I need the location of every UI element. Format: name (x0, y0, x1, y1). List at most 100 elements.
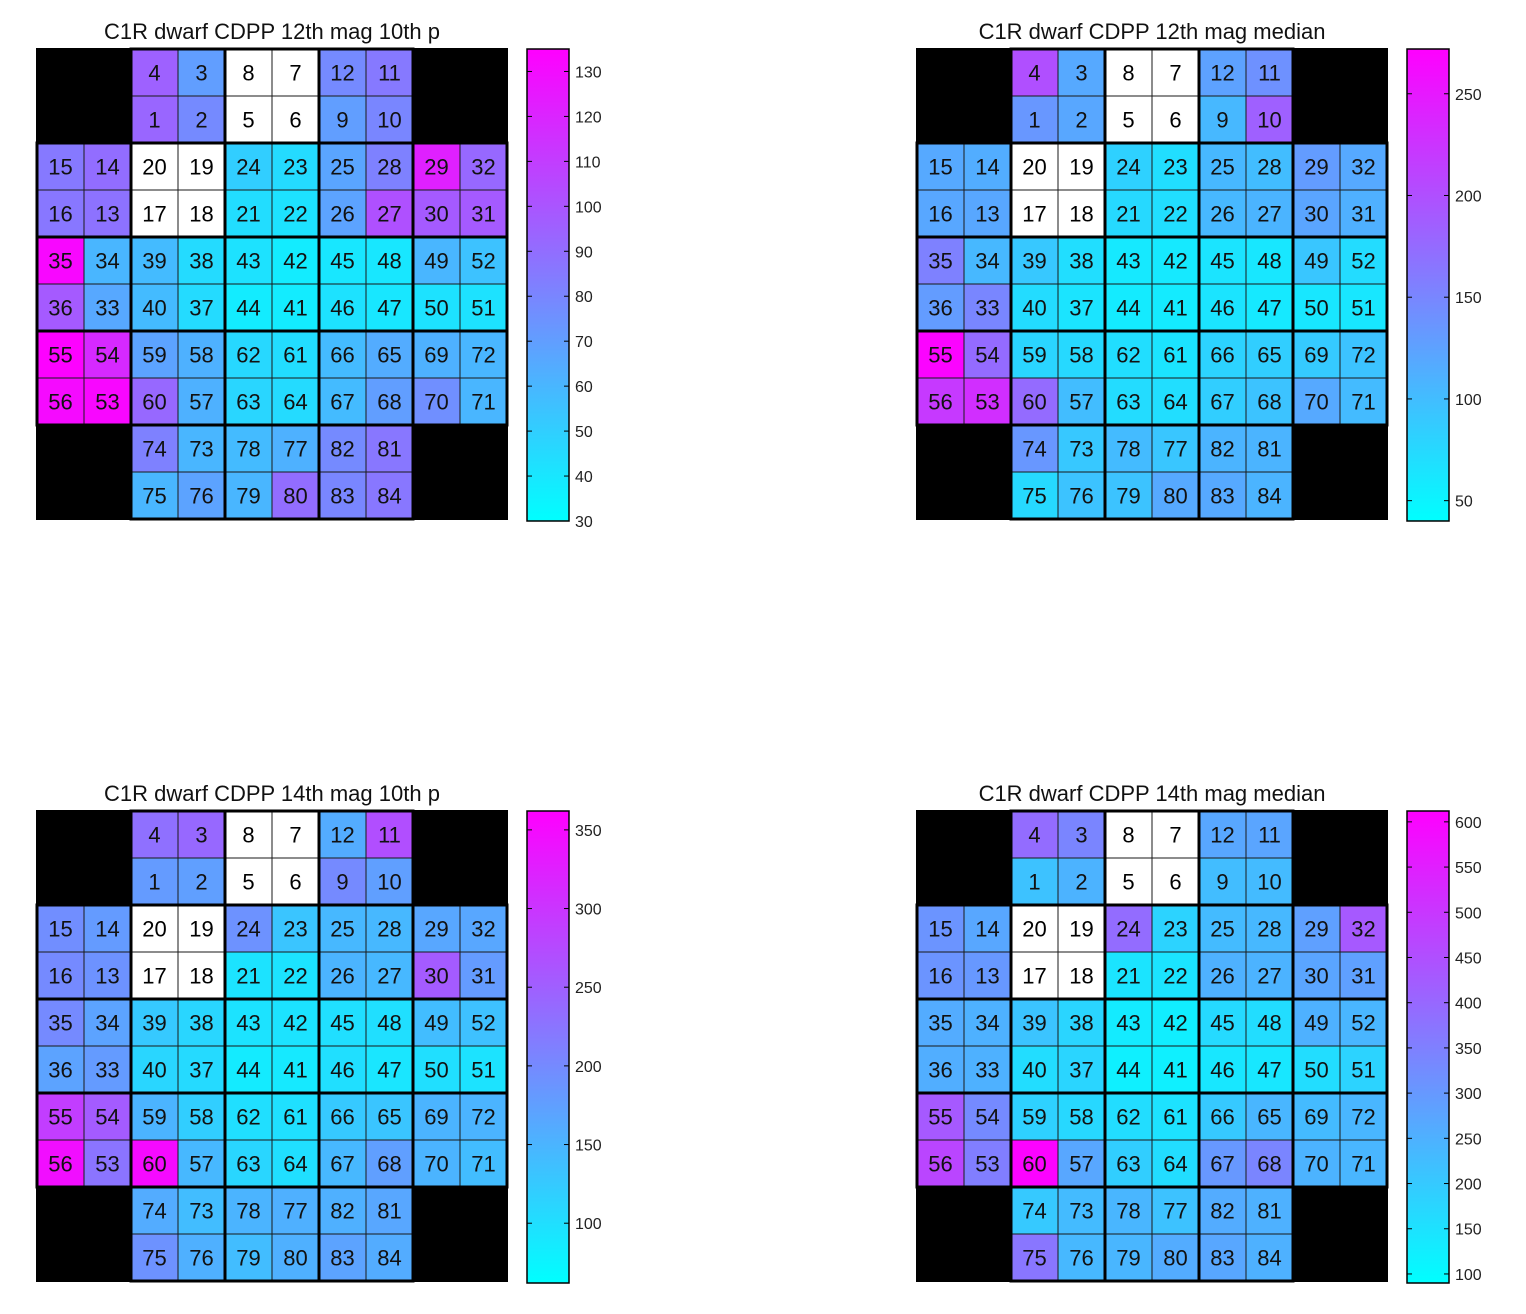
cell-18 (177, 951, 226, 1000)
cell-76 (177, 471, 226, 520)
cell-17 (130, 189, 179, 238)
cell-81 (365, 1186, 414, 1235)
cell-label-8: 8 (242, 823, 254, 848)
cell-label-55: 55 (48, 1105, 72, 1130)
colorbar-tick-label: 300 (1455, 1086, 1482, 1103)
cell-label-9: 9 (1216, 870, 1228, 895)
cell-label-32: 32 (1351, 917, 1375, 942)
cell-label-41: 41 (1163, 1058, 1187, 1083)
cell-label-42: 42 (1163, 1011, 1187, 1036)
cell-label-45: 45 (330, 1011, 354, 1036)
cell-label-14: 14 (975, 155, 999, 180)
cell-47 (365, 283, 414, 332)
cell-label-37: 37 (189, 1058, 213, 1083)
cell-label-80: 80 (1163, 484, 1187, 509)
cell-label-76: 76 (189, 1246, 213, 1271)
cell-label-38: 38 (1069, 249, 1093, 274)
cell-label-66: 66 (330, 1105, 354, 1130)
cell-39 (130, 998, 179, 1047)
cell-label-76: 76 (1069, 1246, 1093, 1271)
cell-label-70: 70 (1304, 1152, 1328, 1177)
cell-label-52: 52 (1351, 249, 1375, 274)
cell-label-38: 38 (1069, 1011, 1093, 1036)
cell-31 (1339, 951, 1388, 1000)
cell-label-4: 4 (1028, 823, 1040, 848)
cell-62 (1104, 330, 1153, 379)
cell-label-53: 53 (975, 1152, 999, 1177)
cell-39 (1010, 236, 1059, 285)
cell-label-78: 78 (236, 437, 260, 462)
cell-3 (1057, 48, 1106, 97)
cell-label-75: 75 (142, 1246, 166, 1271)
cell-label-2: 2 (195, 108, 207, 133)
cell-67 (1198, 1139, 1247, 1188)
cell-label-18: 18 (1069, 202, 1093, 227)
cell-30 (412, 189, 461, 238)
cell-label-40: 40 (1022, 1058, 1046, 1083)
cell-51 (459, 283, 508, 332)
cell-label-60: 60 (142, 1152, 166, 1177)
cell-8 (224, 810, 273, 859)
cell-23 (271, 142, 320, 191)
cell-label-23: 23 (283, 155, 307, 180)
cell-label-49: 49 (424, 249, 448, 274)
cell-7 (1151, 48, 1200, 97)
cell-label-61: 61 (1163, 343, 1187, 368)
cell-43 (1104, 998, 1153, 1047)
cell-label-69: 69 (424, 343, 448, 368)
cell-label-21: 21 (236, 202, 260, 227)
cell-61 (1151, 330, 1200, 379)
cell-label-34: 34 (95, 1011, 119, 1036)
cell-label-41: 41 (1163, 296, 1187, 321)
cell-64 (271, 377, 320, 426)
cell-label-82: 82 (1210, 1199, 1234, 1224)
cell-label-4: 4 (148, 823, 160, 848)
cell-label-58: 58 (189, 1105, 213, 1130)
cell-61 (271, 1092, 320, 1141)
colorbar-tick-label: 100 (1455, 392, 1482, 409)
cell-label-41: 41 (283, 1058, 307, 1083)
cell-label-29: 29 (424, 917, 448, 942)
cell-label-37: 37 (1069, 1058, 1093, 1083)
cell-label-80: 80 (283, 484, 307, 509)
cell-60 (1010, 377, 1059, 426)
cell-42 (271, 236, 320, 285)
cell-label-30: 30 (1304, 202, 1328, 227)
cell-31 (1339, 189, 1388, 238)
cell-label-64: 64 (1163, 1152, 1187, 1177)
cell-56 (916, 377, 965, 426)
cell-label-79: 79 (236, 1246, 260, 1271)
cell-label-8: 8 (242, 61, 254, 86)
cell-label-66: 66 (330, 343, 354, 368)
cell-68 (365, 1139, 414, 1188)
cell-41 (1151, 283, 1200, 332)
cell-label-50: 50 (1304, 296, 1328, 321)
cell-33 (83, 283, 132, 332)
cell-33 (963, 1045, 1012, 1094)
cell-label-84: 84 (1257, 1246, 1281, 1271)
cell-label-4: 4 (1028, 61, 1040, 86)
cell-label-72: 72 (1351, 343, 1375, 368)
cell-22 (271, 951, 320, 1000)
cell-label-40: 40 (1022, 296, 1046, 321)
cell-38 (1057, 998, 1106, 1047)
cell-label-34: 34 (975, 1011, 999, 1036)
cell-73 (177, 1186, 226, 1235)
cell-label-35: 35 (48, 249, 72, 274)
colorbar (526, 810, 570, 1284)
cell-label-2: 2 (195, 870, 207, 895)
cell-71 (459, 377, 508, 426)
cell-label-83: 83 (330, 1246, 354, 1271)
cell-34 (963, 998, 1012, 1047)
colorbar-tick-label: 400 (1455, 996, 1482, 1013)
cell-label-47: 47 (1257, 296, 1281, 321)
cell-label-77: 77 (1163, 437, 1187, 462)
cell-13 (83, 189, 132, 238)
cell-label-61: 61 (283, 1105, 307, 1130)
cell-label-26: 26 (330, 964, 354, 989)
cell-label-84: 84 (377, 484, 401, 509)
cell-label-6: 6 (1169, 108, 1181, 133)
cell-label-28: 28 (1257, 155, 1281, 180)
cell-label-9: 9 (336, 870, 348, 895)
